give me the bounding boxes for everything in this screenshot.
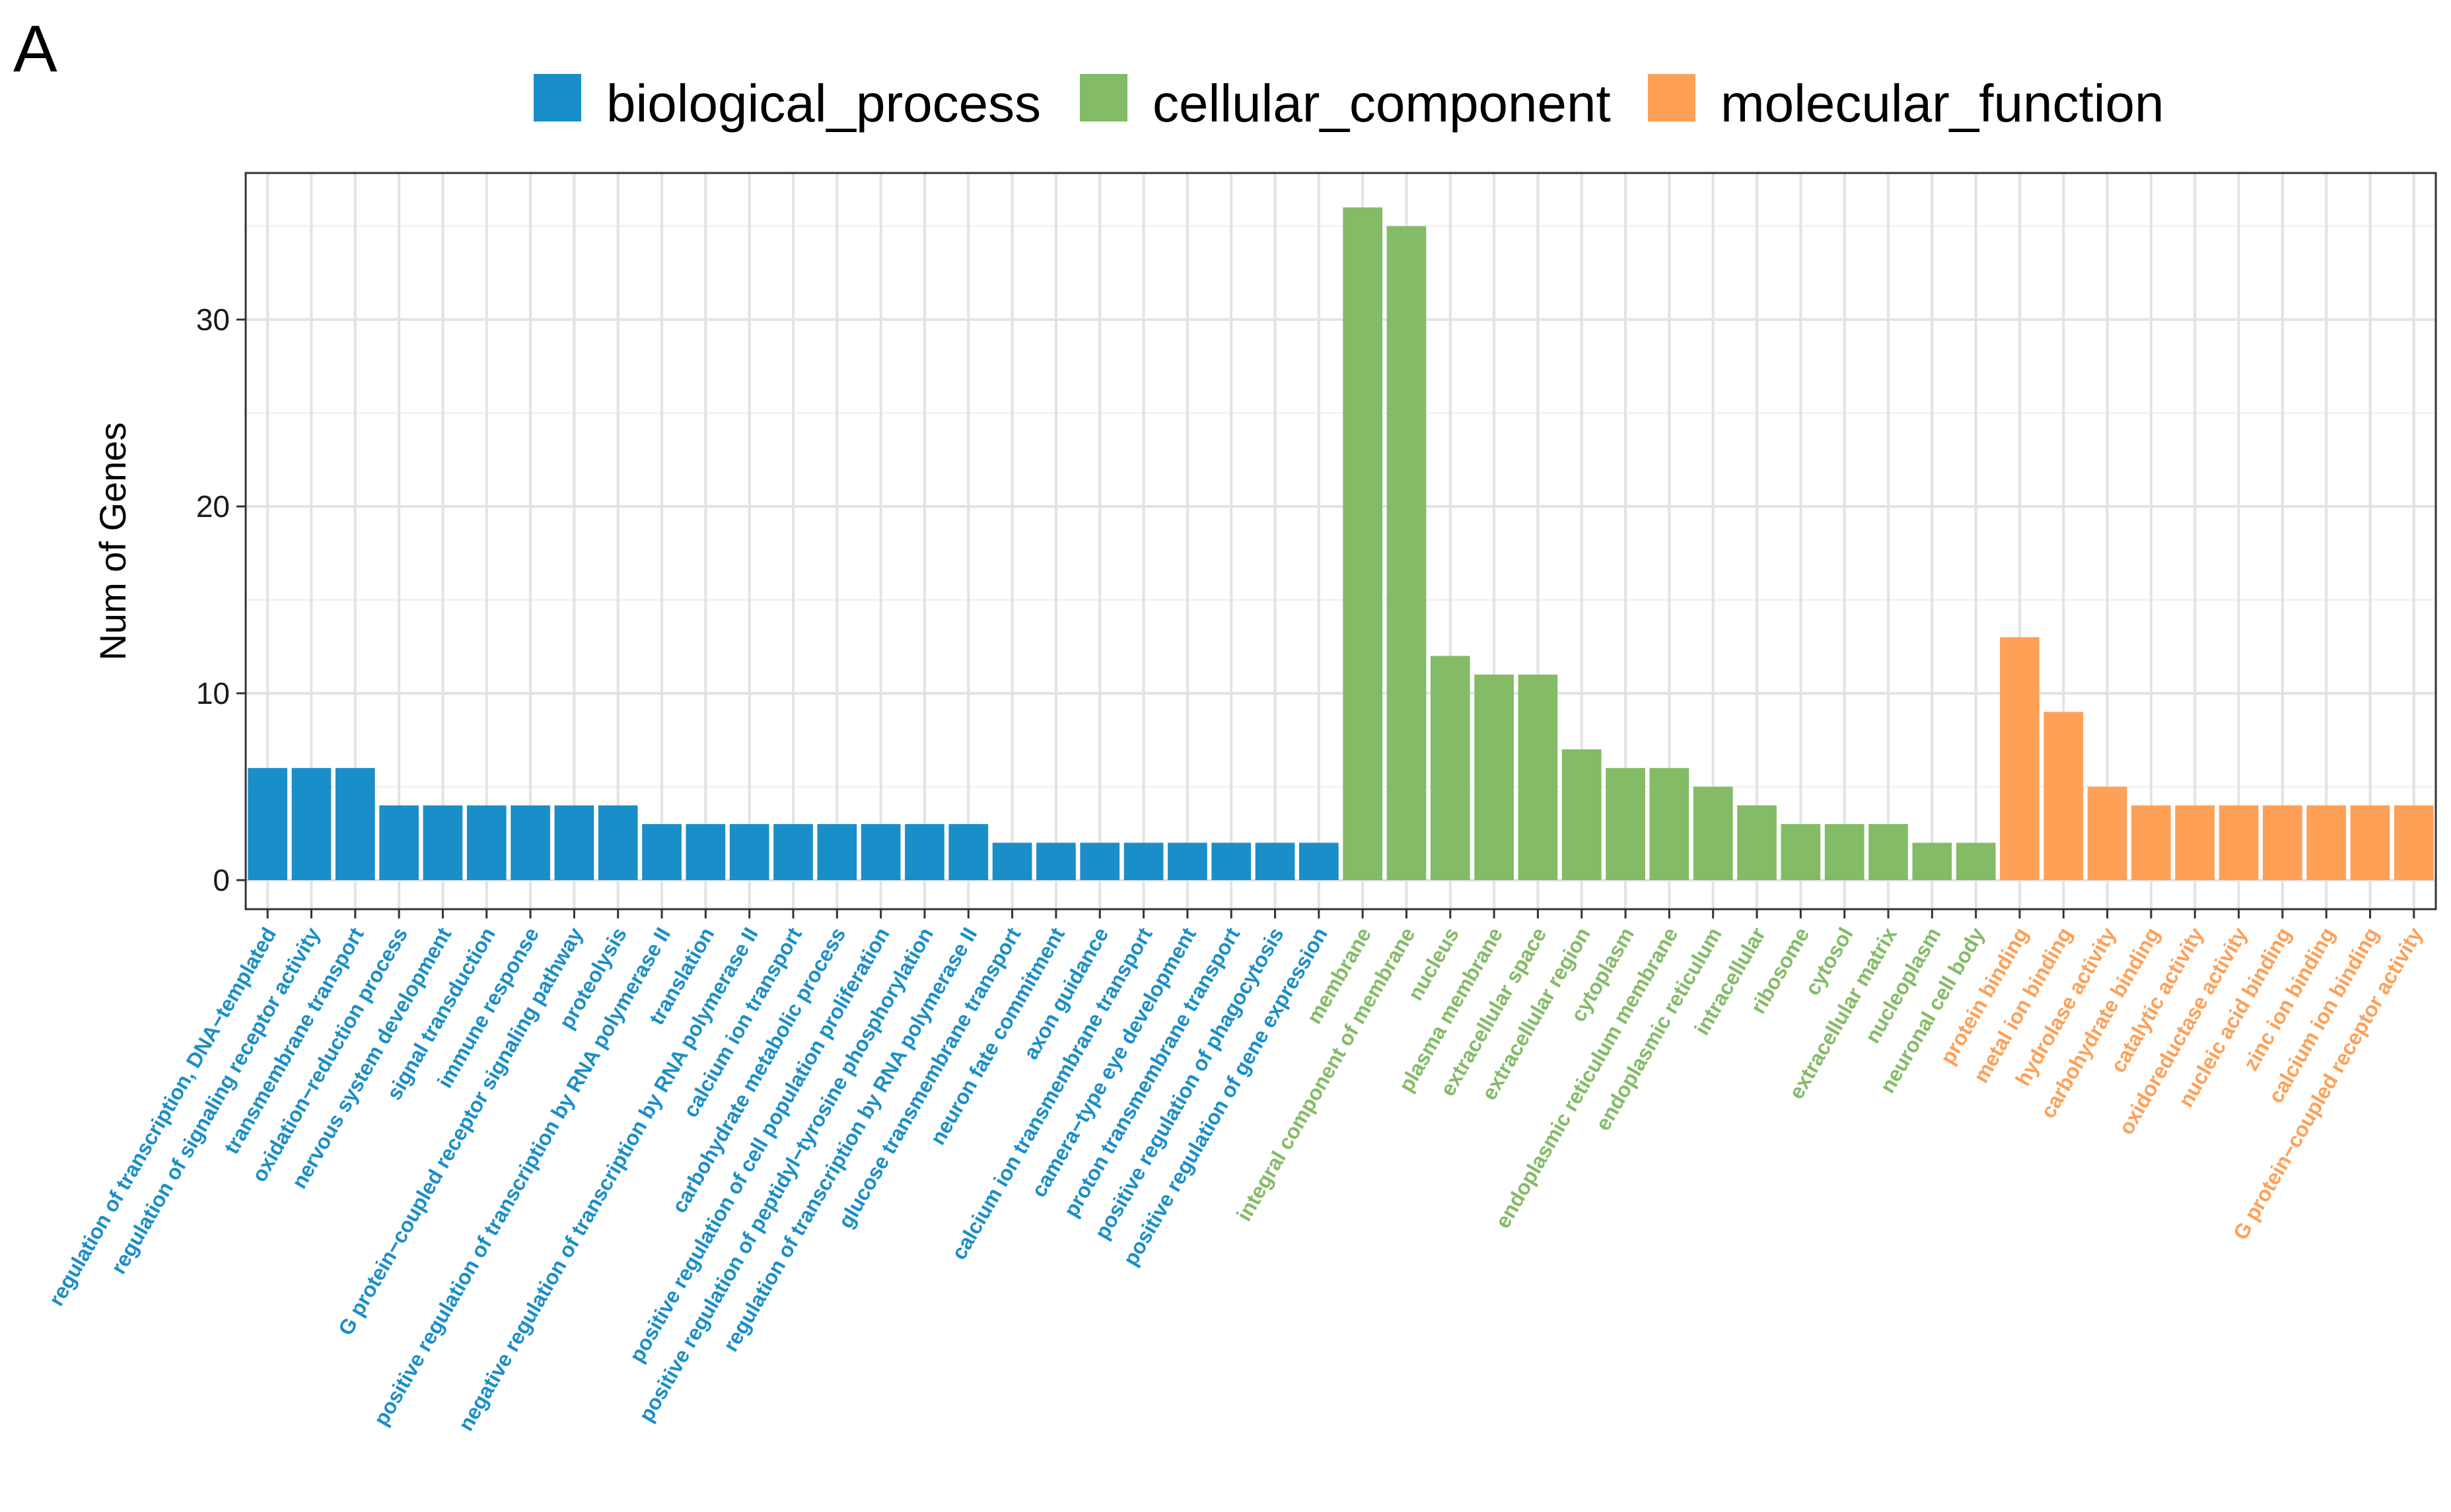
bar [1956,842,1996,880]
y-tick-label: 20 [196,489,230,524]
panel-label: A [13,12,57,86]
bars [248,207,2434,880]
bar [466,805,507,880]
x-axis: regulation of transcription, DNA−templat… [44,909,2427,1435]
bar [817,824,857,880]
bar [1518,674,1558,880]
bar [1211,842,1252,880]
legend-key [534,74,581,121]
legend-label: molecular_function [1721,74,2164,133]
bar [511,805,550,880]
bar [773,824,813,880]
y-axis: 0 10 20 30 [196,302,246,897]
bar [1781,824,1821,880]
plot-area: 0 10 20 30 regulation of transcription, DNA… [44,172,2437,1435]
bar [423,805,463,880]
bar [379,805,419,880]
bar [1430,656,1470,880]
legend-key [1648,74,1695,121]
bar [1474,674,1514,880]
bar [642,824,682,880]
bar [1606,768,1645,880]
bar [2087,786,2127,880]
plot-border [244,172,2437,911]
legend-key [1080,74,1127,121]
bar [2263,805,2302,880]
bar [861,824,901,880]
bar [1255,842,1295,880]
bar [1868,824,1908,880]
y-tick-label: 0 [213,863,230,897]
bar [291,768,332,880]
bar [1824,824,1865,880]
bar [1693,786,1733,880]
bar [335,768,375,880]
bar [992,842,1032,880]
bar [1561,749,1602,880]
bar [2043,712,2084,880]
bar [2219,805,2259,880]
bar [2350,805,2390,880]
bar [1036,842,1076,880]
bar [1737,805,1777,880]
bar [729,824,769,880]
bar [598,805,638,880]
bar [2306,805,2347,880]
legend: biological_process cellular_component mole… [534,74,2164,133]
bar [1912,842,1952,880]
bar [2175,805,2215,880]
y-tick-label: 10 [196,676,230,710]
bar [2131,805,2171,880]
legend-label: cellular_component [1153,74,1611,133]
bar [905,824,944,880]
bar [2394,805,2434,880]
bar [1080,842,1120,880]
bar [554,805,594,880]
bar [1123,842,1164,880]
y-axis-title: Num of Genes [92,422,133,660]
legend-label: biological_process [606,74,1041,133]
bar [686,824,726,880]
bar [1298,842,1339,880]
bar [1168,842,1207,880]
bar [2000,637,2040,880]
bar [1386,226,1427,880]
y-tick-label: 30 [196,302,230,337]
bar [948,824,989,880]
bar [1649,768,1689,880]
bar [248,768,288,880]
bar [1343,207,1383,880]
